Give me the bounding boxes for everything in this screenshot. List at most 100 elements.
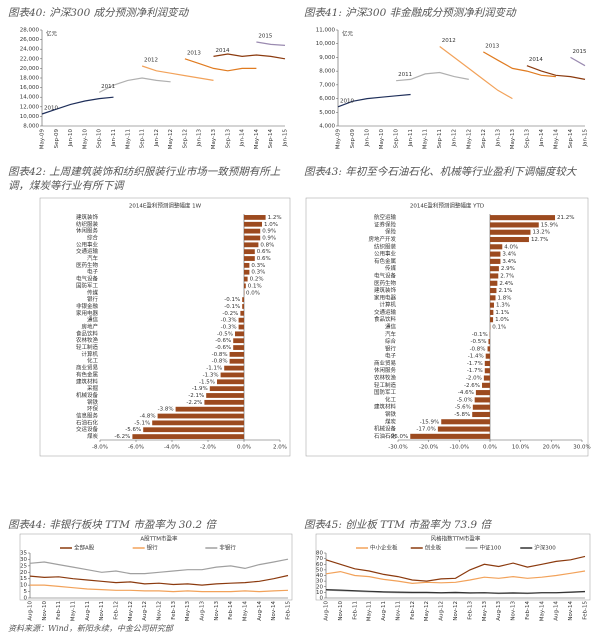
x-tick-label: May-11: [71, 601, 77, 621]
x-tick-label: Feb-11: [352, 601, 358, 620]
value-label: -0.8%: [470, 346, 486, 352]
caption: 图表44: 非银行板块 TTM 市盈率为 30.2 倍: [8, 519, 216, 531]
value-label: 0.9%: [262, 235, 276, 241]
category-label: 石油石化: [374, 432, 397, 440]
x-tick-label: -20.0%: [419, 445, 438, 451]
series-line: [98, 77, 171, 93]
x-tick-label: May-13: [482, 601, 488, 622]
y-tick-label: 35: [20, 551, 27, 557]
category-label: 农林牧渔: [76, 336, 99, 344]
series-line: [325, 589, 586, 594]
x-tick-label: May-13: [510, 129, 516, 150]
bar: [238, 317, 244, 323]
value-label: 1.3%: [496, 303, 510, 309]
source-note: 资料来源：Wind，新阳永续，中金公司研究部: [8, 624, 173, 633]
x-tick-label: May-11: [423, 129, 429, 149]
category-label: 通信: [87, 316, 99, 324]
bar: [490, 287, 497, 294]
value-label: -2.6%: [464, 383, 480, 389]
category-label: 交通运输: [374, 308, 397, 316]
x-tick-label: Sep-09: [350, 129, 356, 149]
y-tick-label: 60: [316, 562, 323, 568]
series-line: [439, 46, 513, 100]
legend-label: 中小企业板: [370, 544, 398, 552]
bar: [472, 404, 490, 410]
category-label: 商业贸易: [76, 364, 98, 372]
y-tick-label: 0: [24, 596, 28, 602]
x-tick-label: -2.0%: [200, 445, 216, 451]
x-tick-label: -4.0%: [164, 445, 180, 451]
category-label: 保险: [385, 228, 397, 236]
series-label: 2012: [144, 58, 158, 64]
x-tick-label: 20.0%: [543, 445, 560, 451]
series-line: [526, 65, 586, 80]
bar: [410, 433, 490, 439]
y-tick-label: 28,000: [20, 28, 40, 34]
category-label: 综合: [385, 337, 397, 345]
category-label: 计算机: [81, 350, 98, 358]
category-label: 机械设备: [76, 391, 99, 399]
bar: [233, 338, 244, 344]
y-tick-label: 20: [20, 570, 27, 576]
y-tick-label: 26,000: [20, 37, 40, 43]
legend-label: 全部A股: [74, 544, 95, 552]
x-tick-label: Nov-13: [214, 601, 220, 621]
x-tick-label: Nov-14: [271, 601, 277, 621]
y-tick-label: 50: [316, 567, 323, 573]
bar: [487, 346, 490, 352]
x-tick-label: May-14: [539, 601, 545, 622]
category-label: 国防军工: [76, 281, 99, 289]
category-label: 国防军工: [374, 388, 397, 396]
series-label: 2012: [442, 38, 456, 44]
x-tick-label: Jan-10: [365, 129, 371, 148]
x-tick-label: -30.0%: [388, 445, 407, 451]
bar: [244, 283, 246, 289]
series-line: [256, 41, 286, 46]
x-tick-label: Sep-14: [568, 129, 574, 149]
category-label: 汽车: [385, 330, 397, 338]
legend-label: 非银行: [219, 544, 236, 552]
bar: [217, 379, 244, 385]
value-label: -0.2%: [222, 311, 238, 317]
x-tick-label: 30.0%: [573, 445, 590, 451]
category-label: 商业贸易: [374, 359, 396, 367]
x-tick-label: Aug-10: [324, 601, 330, 621]
category-label: 化工: [385, 395, 397, 403]
bar: [244, 276, 248, 282]
series-line: [184, 58, 257, 72]
category-label: 轻工制造: [76, 343, 99, 351]
y-tick-label: 20: [316, 584, 323, 590]
x-tick-label: 10.0%: [512, 445, 529, 451]
category-label: 采掘: [87, 384, 99, 392]
value-label: -0.5%: [470, 339, 486, 345]
series-line: [483, 51, 556, 78]
value-label: 0.2%: [250, 277, 264, 283]
bar: [143, 427, 244, 433]
category-label: 休闲服务: [76, 227, 99, 235]
category-label: 房地产: [81, 323, 98, 331]
value-label: 2.7%: [500, 273, 514, 279]
category-label: 钢铁: [87, 398, 99, 406]
y-tick-label: 6,000: [319, 96, 335, 102]
category-label: 建筑材料: [374, 403, 397, 411]
y-tick-label: 25: [20, 563, 27, 569]
bar: [233, 345, 244, 350]
x-tick-label: Nov-14: [568, 601, 574, 621]
category-label: 农林牧渔: [374, 374, 397, 382]
x-tick-label: Sep-12: [481, 129, 487, 148]
x-tick-label: Jan-10: [68, 129, 74, 148]
series-label: 2015: [258, 34, 272, 40]
category-label: 通信: [385, 323, 397, 331]
x-tick-label: Sep-10: [394, 129, 400, 149]
chart-title: 2014E盈利预测调整幅度 YTD: [410, 202, 484, 210]
value-label: 21.2%: [557, 215, 574, 221]
bar: [244, 262, 250, 268]
value-label: 1.0%: [264, 222, 278, 228]
category-label: 航空运输: [374, 213, 397, 221]
y-tick-label: 8,000: [319, 69, 335, 75]
value-label: -0.5%: [217, 331, 233, 337]
x-tick-label: 0.0%: [237, 445, 251, 451]
bar: [490, 309, 494, 315]
category-label: 交通运输: [76, 247, 99, 255]
